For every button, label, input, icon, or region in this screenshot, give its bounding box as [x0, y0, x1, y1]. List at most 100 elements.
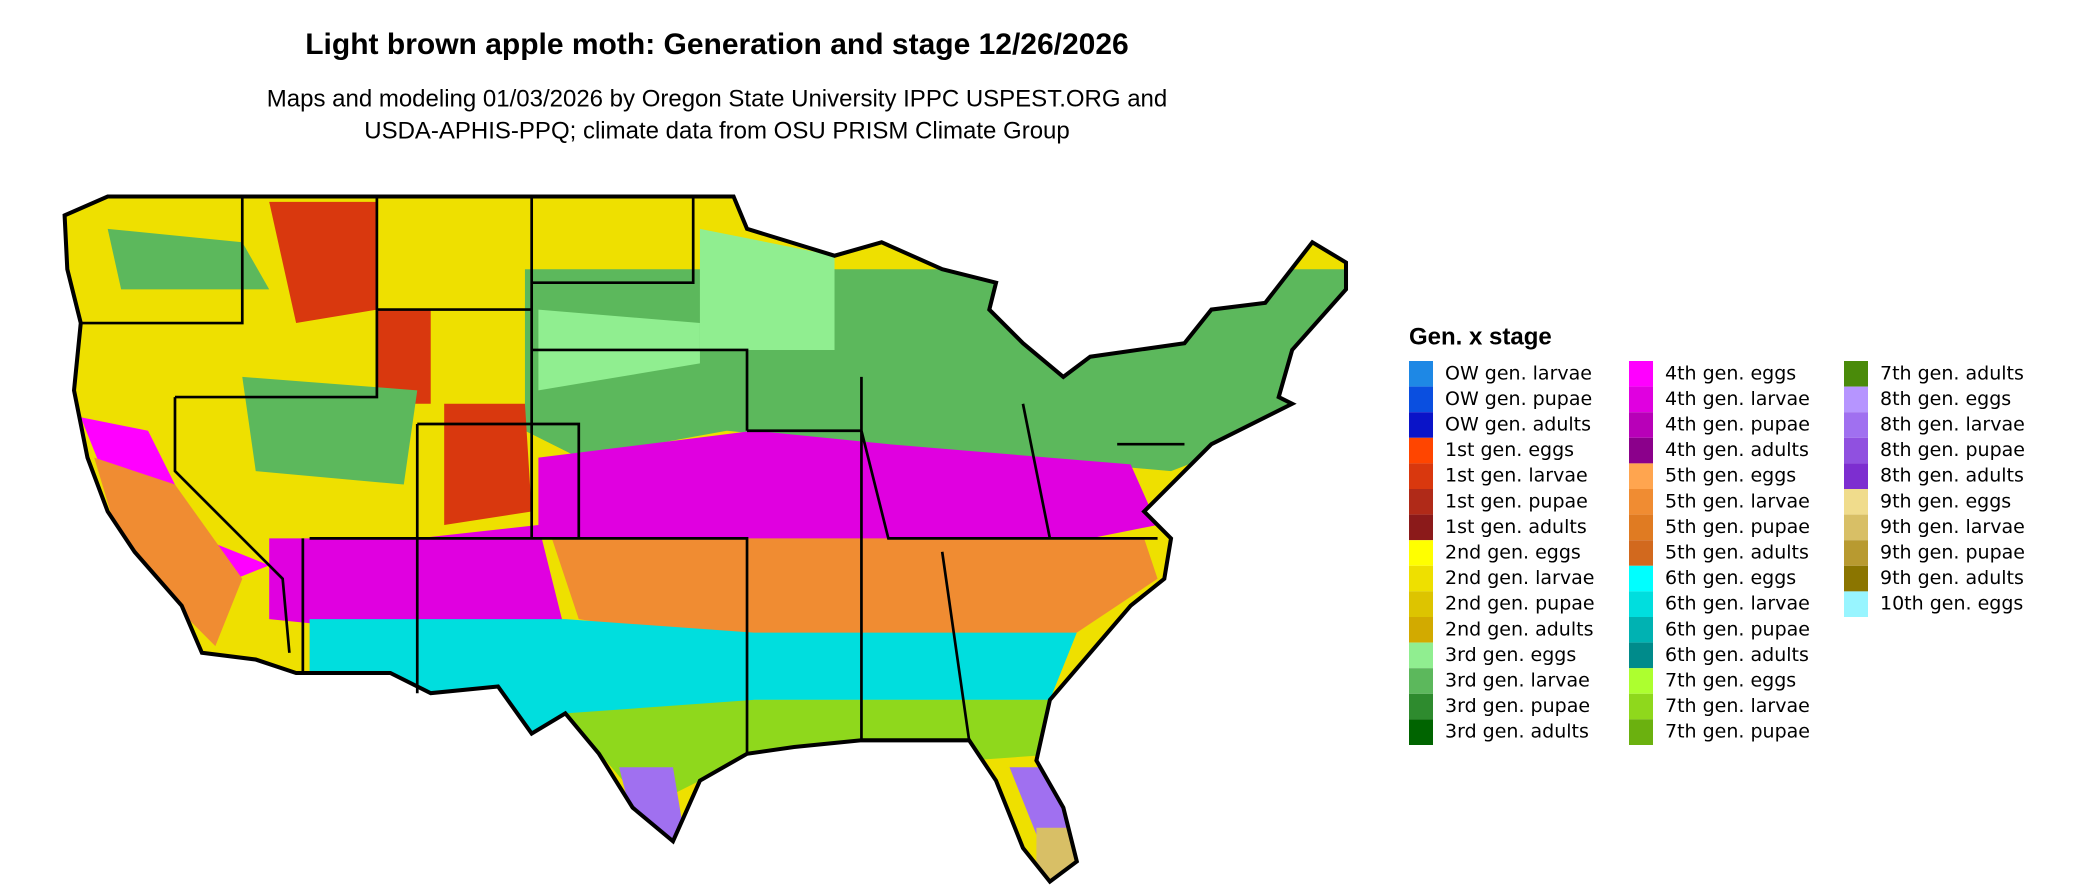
legend-swatch [1409, 412, 1433, 438]
map-region [107, 228, 270, 290]
legend-swatch [1409, 437, 1433, 464]
legend-label: OW gen. pupae [1445, 388, 1592, 410]
legend-label: 6th gen. pupae [1665, 618, 1810, 640]
legend-swatch [1629, 437, 1653, 464]
legend-label: 2nd gen. adults [1445, 618, 1593, 640]
legend-label: 4th gen. eggs [1665, 362, 1796, 384]
legend-label: 3rd gen. adults [1445, 721, 1589, 743]
legend-label: 7th gen. larvae [1665, 695, 1810, 717]
legend-swatch [1629, 386, 1653, 413]
map [62, 194, 1349, 885]
legend-label: 2nd gen. pupae [1445, 593, 1595, 615]
map-region [376, 309, 431, 404]
legend-label: 7th gen. adults [1880, 362, 2024, 384]
legend-swatch [1409, 386, 1433, 413]
legend-swatch [1409, 565, 1433, 592]
legend-label: OW gen. larvae [1445, 362, 1592, 384]
legend-swatch [1629, 565, 1653, 592]
legend-swatch [1409, 540, 1433, 566]
legend-swatch [1844, 514, 1868, 541]
legend: OW gen. larvae OW gen. pupae OW gen. adult… [1409, 361, 2025, 745]
legend-swatch [1629, 617, 1653, 643]
legend-label: 5th gen. pupae [1665, 516, 1810, 538]
legend-label: 8th gen. adults [1880, 465, 2024, 487]
legend-label: 2nd gen. eggs [1445, 542, 1581, 564]
legend-label: 2nd gen. larvae [1445, 567, 1594, 589]
legend-label: 9th gen. pupae [1880, 542, 2025, 564]
legend-swatch [1409, 719, 1433, 745]
legend-swatch [1629, 693, 1653, 720]
legend-label: 9th gen. eggs [1880, 490, 2011, 512]
legend-label: 9th gen. larvae [1880, 516, 2025, 538]
legend-swatch [1844, 540, 1868, 566]
legend-label: 4th gen. adults [1665, 439, 1809, 461]
legend-label: 6th gen. eggs [1665, 567, 1796, 589]
legend-swatch [1409, 361, 1433, 387]
legend-label: 3rd gen. larvae [1445, 670, 1590, 692]
legend-swatch [1629, 463, 1653, 489]
legend-label: 3rd gen. pupae [1445, 695, 1590, 717]
legend-label: 3rd gen. eggs [1445, 644, 1576, 666]
legend-swatch [1844, 361, 1868, 387]
legend-swatch [1629, 540, 1653, 566]
legend-label: 8th gen. larvae [1880, 414, 2025, 436]
legend-swatch [1629, 412, 1653, 438]
legend-label: 8th gen. eggs [1880, 388, 2011, 410]
state-lines [80, 196, 1185, 754]
map-region [444, 403, 532, 525]
map-subtitle: Maps and modeling 01/03/2026 by Oregon S… [267, 85, 1167, 112]
legend-swatch [1409, 591, 1433, 617]
legend-swatch [1844, 386, 1868, 413]
legend-swatch [1629, 489, 1653, 515]
legend-label: 7th gen. pupae [1665, 721, 1810, 743]
legend-label: 6th gen. adults [1665, 644, 1809, 666]
legend-swatch [1409, 514, 1433, 541]
legend-label: 8th gen. pupae [1880, 439, 2025, 461]
legend-label: 6th gen. larvae [1665, 593, 1810, 615]
legend-swatch [1844, 489, 1868, 515]
map-region [699, 228, 835, 350]
legend-swatch [1629, 591, 1653, 617]
legend-swatch [1409, 617, 1433, 643]
legend-swatch [1409, 463, 1433, 489]
map-fill [64, 196, 1346, 882]
map-region [538, 430, 1158, 552]
legend-swatch [1844, 591, 1868, 617]
legend-label: 5th gen. larvae [1665, 490, 1810, 512]
country-outline [62, 194, 1349, 885]
legend-label: 5th gen. adults [1665, 542, 1809, 564]
map-region [94, 457, 243, 647]
legend-swatch [1629, 719, 1653, 745]
legend-swatch [1844, 412, 1868, 438]
map-region [619, 767, 687, 848]
legend-label: 5th gen. eggs [1665, 465, 1796, 487]
legend-label: 7th gen. eggs [1665, 670, 1796, 692]
legend-label: 4th gen. pupae [1665, 414, 1810, 436]
legend-swatch [1844, 437, 1868, 464]
legend-label: 1st gen. larvae [1445, 465, 1588, 487]
legend-label: 4th gen. larvae [1665, 388, 1810, 410]
legend-swatch [1629, 642, 1653, 669]
legend-label: 9th gen. adults [1880, 567, 2024, 589]
legend-swatch [1409, 693, 1433, 720]
map-region [242, 376, 418, 485]
map-subtitle: USDA-APHIS-PPQ; climate data from OSU PR… [364, 117, 1070, 144]
legend-swatch [1629, 361, 1653, 387]
legend-label: 1st gen. adults [1445, 516, 1587, 538]
legend-swatch [1629, 514, 1653, 541]
map-title: Light brown apple moth: Generation and s… [305, 28, 1129, 61]
legend-swatch [1409, 489, 1433, 515]
legend-title: Gen. x stage [1409, 323, 1552, 350]
legend-swatch [1409, 668, 1433, 694]
map-region [551, 538, 1158, 647]
legend-label: OW gen. adults [1445, 414, 1591, 436]
legend-swatch [1844, 463, 1868, 489]
map-region [269, 201, 377, 324]
legend-label: 1st gen. eggs [1445, 439, 1574, 461]
legend-swatch [1629, 668, 1653, 694]
legend-swatch [1409, 642, 1433, 669]
legend-label: 1st gen. pupae [1445, 490, 1588, 512]
legend-label: 10th gen. eggs [1880, 593, 2023, 615]
legend-swatch [1844, 565, 1868, 592]
